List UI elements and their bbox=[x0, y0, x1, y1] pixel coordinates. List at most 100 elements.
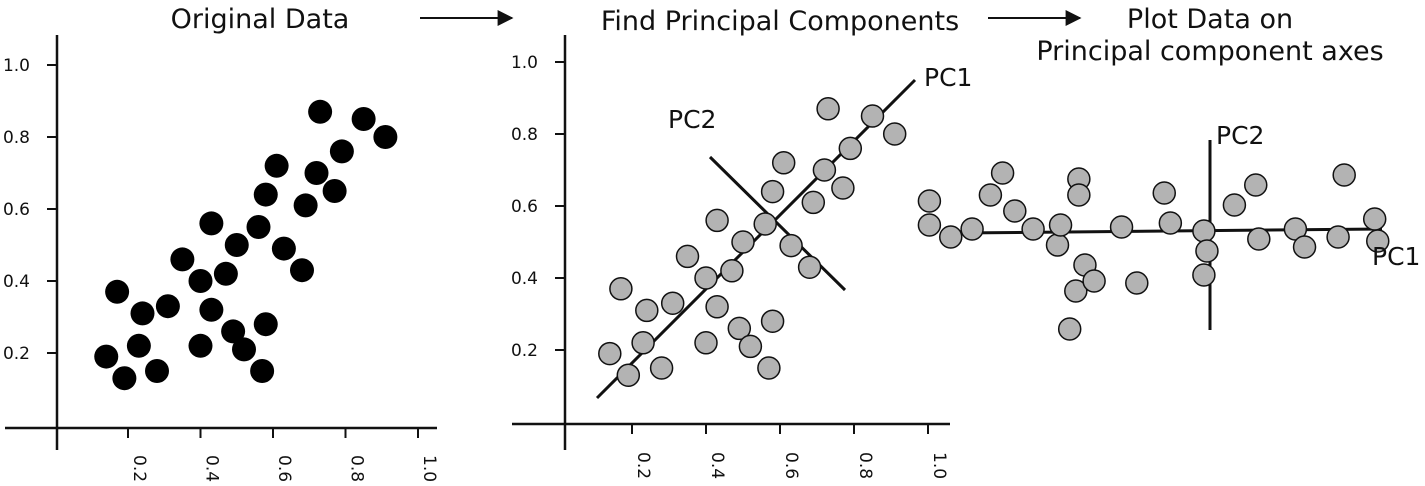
title-find-principal-components: Find Principal Components bbox=[600, 6, 960, 37]
data-point-pc bbox=[694, 266, 718, 290]
data-point-projected bbox=[1195, 239, 1219, 263]
data-point-original bbox=[199, 211, 224, 236]
data-point-projected bbox=[1158, 211, 1183, 235]
data-point-pc bbox=[694, 331, 718, 355]
x-tick-label: 1.0 bbox=[929, 452, 949, 479]
data-point-pc bbox=[598, 341, 622, 366]
data-point-original bbox=[94, 344, 119, 369]
pc2-label-rotated: PC2 bbox=[1216, 121, 1264, 150]
data-point-pc bbox=[831, 176, 855, 200]
data-point-pc bbox=[753, 212, 777, 236]
y-tick-label: 0.6 bbox=[511, 197, 538, 217]
data-point-projected bbox=[1366, 229, 1390, 253]
data-point-original bbox=[290, 258, 314, 283]
y-tick-label: 1.0 bbox=[511, 53, 538, 73]
data-point-projected bbox=[1152, 181, 1176, 205]
data-point-projected bbox=[917, 213, 942, 237]
data-point-original bbox=[112, 366, 137, 391]
x-tick-label: 0.4 bbox=[202, 455, 222, 482]
data-point-original bbox=[271, 236, 296, 261]
data-point-original bbox=[246, 215, 271, 239]
title-plot-line-2: Principal component axes bbox=[1036, 36, 1384, 67]
data-point-projected bbox=[1192, 263, 1216, 287]
data-point-original bbox=[373, 125, 398, 149]
y-tick-label: 0.8 bbox=[3, 128, 30, 148]
data-point-projected bbox=[1064, 279, 1088, 303]
data-point-pc bbox=[738, 334, 763, 359]
data-point-original bbox=[213, 261, 238, 286]
data-point-pc bbox=[616, 363, 641, 387]
data-point-projected bbox=[1292, 235, 1317, 259]
data-point-projected bbox=[1048, 213, 1073, 237]
title-original-data: Original Data bbox=[170, 4, 350, 35]
data-point-projected bbox=[1125, 271, 1149, 295]
data-point-original bbox=[105, 279, 130, 304]
y-tick-label: 0.6 bbox=[3, 200, 30, 220]
data-point-pc bbox=[705, 295, 729, 319]
data-point-original bbox=[232, 337, 256, 362]
data-point-original bbox=[155, 294, 180, 319]
data-point-pc bbox=[757, 356, 781, 380]
data-point-pc bbox=[771, 151, 796, 175]
pc1-label: PC1 bbox=[924, 63, 972, 92]
pc2-label: PC2 bbox=[668, 105, 716, 134]
x-tick-label: 0.8 bbox=[347, 455, 367, 482]
data-point-pc bbox=[816, 97, 840, 121]
y-tick-label: 0.4 bbox=[3, 272, 30, 292]
data-point-pc bbox=[760, 179, 785, 204]
data-point-original bbox=[253, 182, 278, 207]
pc-labels-layer: PC1 PC2 PC2 PC1 bbox=[668, 63, 1420, 271]
data-point-pc bbox=[731, 230, 755, 254]
pc2-axis-line bbox=[708, 155, 847, 292]
data-point-projected bbox=[1192, 219, 1216, 243]
y-tick-label: 0.2 bbox=[511, 341, 538, 361]
data-point-original bbox=[145, 359, 169, 383]
data-point-pc bbox=[635, 298, 659, 323]
data-point-pc bbox=[779, 233, 803, 258]
tick-layer: 0.2 0.4 0.6 0.8 1.0 0.2 0.4 0.6 0.8 1.0 0.2 0.4 0.6 0… bbox=[3, 53, 949, 482]
data-point-pc bbox=[882, 122, 907, 146]
y-tick-label: 0.2 bbox=[3, 344, 30, 364]
data-point-pc bbox=[812, 158, 837, 182]
x-tick-label: 0.2 bbox=[633, 452, 653, 479]
data-point-original bbox=[250, 359, 275, 383]
data-point-pc bbox=[760, 309, 785, 333]
data-point-pc bbox=[609, 277, 633, 301]
data-point-projected bbox=[1057, 317, 1082, 341]
data-point-pc bbox=[705, 208, 729, 233]
data-point-original bbox=[308, 99, 333, 124]
data-point-pc bbox=[631, 331, 655, 355]
title-plot-line-1: Plot Data on bbox=[1126, 4, 1294, 35]
data-point-projected bbox=[1021, 217, 1045, 241]
data-point-projected bbox=[1247, 227, 1271, 251]
data-point-projected bbox=[990, 161, 1015, 185]
pc1-label-rotated: PC1 bbox=[1372, 242, 1420, 271]
data-point-original bbox=[199, 297, 224, 322]
data-point-pc bbox=[797, 255, 822, 279]
panel-2-axes bbox=[512, 35, 950, 450]
data-point-original bbox=[253, 312, 278, 337]
data-point-original bbox=[188, 269, 213, 293]
y-tick-label: 1.0 bbox=[3, 56, 30, 76]
x-tick-label: 0.6 bbox=[274, 455, 294, 482]
data-point-projected bbox=[1362, 207, 1387, 231]
data-point-original bbox=[351, 107, 376, 131]
data-point-original bbox=[224, 233, 249, 257]
y-tick-label: 0.8 bbox=[511, 125, 538, 145]
data-point-pc bbox=[727, 316, 752, 341]
data-point-pc bbox=[649, 356, 674, 380]
data-point-projected bbox=[960, 217, 984, 241]
data-point-original bbox=[170, 247, 195, 272]
data-point-pc bbox=[675, 244, 700, 269]
data-point-pc bbox=[801, 190, 826, 215]
data-point-pc bbox=[660, 291, 685, 315]
data-point-projected bbox=[1332, 163, 1356, 187]
data-point-projected bbox=[917, 189, 942, 213]
data-point-original bbox=[322, 179, 347, 203]
data-point-projected bbox=[1326, 225, 1350, 249]
data-point-original bbox=[329, 139, 354, 164]
x-tick-label: 1.0 bbox=[419, 455, 439, 482]
data-point-original bbox=[188, 333, 213, 358]
data-point-projected bbox=[1244, 173, 1268, 197]
x-tick-label: 0.6 bbox=[781, 452, 801, 479]
